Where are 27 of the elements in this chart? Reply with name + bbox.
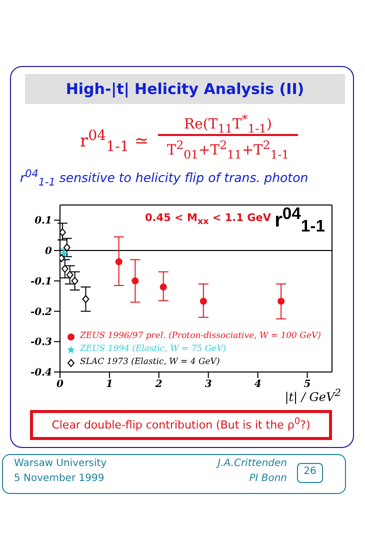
y-tick-label: -0.4 [30, 368, 52, 379]
text: Re(T$_{11}$T$^{*}$$_{1-1}$) [183, 112, 273, 136]
y-tick-label: -0.2 [30, 306, 52, 318]
y-tick-label: 0 [45, 246, 52, 258]
y-tick-label: -0.3 [30, 337, 52, 348]
x-tick-label: 3 [204, 379, 212, 390]
text: Warsaw University [14, 458, 107, 469]
y-tick-label: -0.1 [30, 276, 52, 288]
text: PI Bonn [249, 473, 287, 484]
legend-label: SLAC 1973 (Elastic, W = 4 GeV) [80, 356, 220, 369]
x-tick-label: 2 [154, 379, 162, 390]
chart-title: High-|t| Helicity Analysis (II) [64, 80, 306, 98]
x-tick-label: 1 [106, 379, 113, 390]
x-tick-label: 4 [254, 379, 262, 390]
x-tick-label: 0 [56, 379, 64, 390]
text: 5 November 1999 [14, 473, 104, 484]
legend-label: ZEUS 1994 (Elastic, W = 75 GeV) [80, 343, 226, 356]
text: Clear double-flip contribution (But is it the ρ$^{0}$?) [50, 416, 312, 432]
x-axis-title: |t| / GeV$^{2}$ [284, 388, 341, 404]
legend-label: ZEUS 1996/97 prel. (Proton-dissociative, W = 100 GeV) [80, 330, 321, 343]
chart-subtitle: r$^{04}$$_{1-1}$ sensitive to helicity flip of trans. photon [20, 168, 308, 189]
annotation: 0.45 < M$_{xx}$ < 1.1 GeV [145, 212, 271, 228]
text: r$^{04}$$_{1-1}$ ≃ [80, 128, 149, 156]
x-tick-label: 5 [304, 379, 311, 390]
text: 26 [302, 466, 318, 477]
y-tick-label: 0.1 [34, 216, 52, 227]
text: J.A.Crittenden [218, 458, 287, 469]
